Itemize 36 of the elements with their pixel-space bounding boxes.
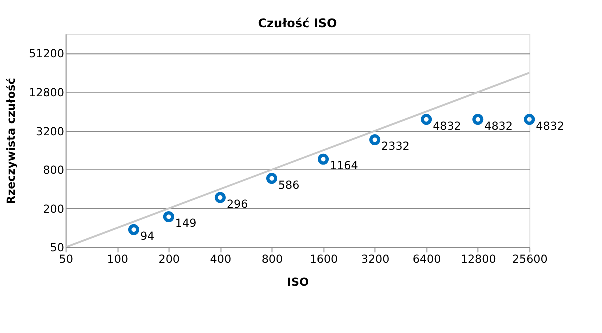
x-tick-label: 3200	[361, 252, 390, 266]
chart-title: Czułość ISO	[258, 16, 338, 31]
point	[214, 192, 226, 204]
y-tick-label: 800	[43, 164, 64, 178]
y-tick-label: 51200	[29, 48, 64, 61]
point	[266, 173, 278, 184]
data-label: 296	[226, 198, 248, 211]
x-tick-label: 6400	[412, 252, 442, 266]
x-tick-label: 100	[107, 252, 128, 266]
x-axis-title: ISO	[287, 276, 310, 289]
point	[370, 134, 381, 146]
data-label: 586	[278, 178, 300, 192]
x-tick-label: 800	[262, 252, 284, 266]
data-label: 4832	[536, 120, 564, 133]
data-label: 94	[140, 230, 155, 244]
y-tick-label: 12800	[29, 86, 64, 100]
data-label: 1164	[330, 160, 358, 173]
data-label: 2332	[382, 140, 410, 154]
x-tick-label: 400	[210, 252, 232, 266]
x-tick-label: 200	[158, 252, 180, 266]
y-tick-label: 3200	[36, 125, 64, 138]
point	[421, 114, 432, 126]
point	[524, 114, 536, 126]
x-tick-label: 50	[59, 252, 74, 266]
y-tick-label: 200	[43, 202, 64, 216]
point	[472, 114, 484, 126]
point	[318, 154, 330, 165]
data-label: 4832	[484, 120, 513, 133]
data-label: 149	[175, 217, 197, 230]
x-tick-label: 12800	[460, 252, 496, 266]
point	[163, 211, 174, 222]
x-tick-label: 25600	[512, 252, 548, 266]
data-label: 4832	[433, 120, 462, 133]
x-tick-label: 1600	[310, 252, 338, 266]
y-axis-title: Rzeczywista czułość	[5, 78, 18, 204]
y-tick-label: 50	[50, 242, 64, 255]
